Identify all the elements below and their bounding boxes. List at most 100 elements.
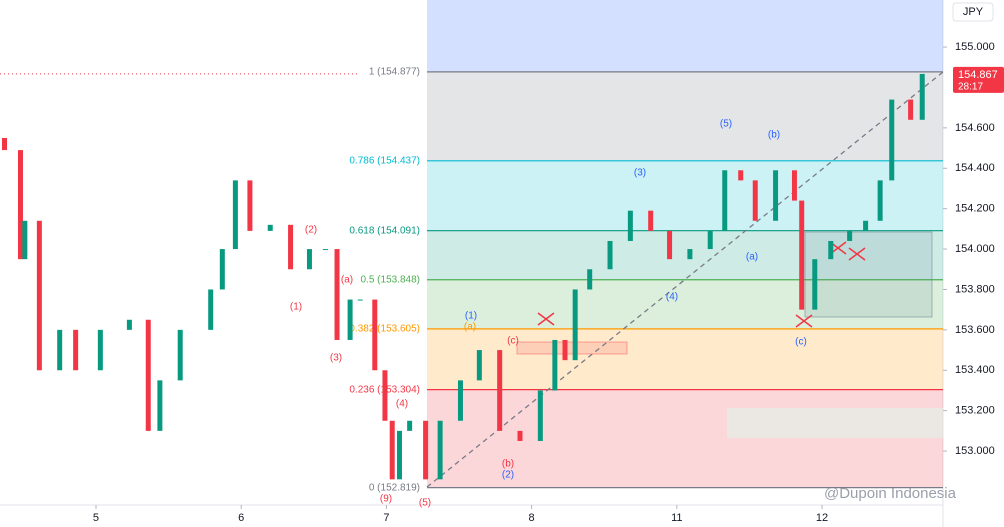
candle: [552, 339, 558, 391]
candle: [847, 230, 853, 241]
cross-marker: [795, 314, 813, 328]
trend-line: [426, 71, 944, 488]
fib-label: 1 (154.877): [369, 67, 420, 78]
candle: [752, 180, 758, 221]
x-tick-label: 6: [238, 512, 244, 524]
candle: [17, 150, 23, 260]
candle: [863, 220, 869, 231]
candle: [517, 430, 523, 441]
candle: [627, 210, 633, 241]
candle: [537, 390, 543, 441]
candle: [57, 329, 63, 371]
fib-label: 0 (152.819): [369, 482, 420, 493]
wave-label: (3): [330, 353, 342, 364]
y-tick-label: 154.200: [955, 203, 995, 215]
candle: [607, 240, 613, 270]
candle: [247, 180, 253, 231]
y-tick-label: 154.600: [955, 122, 995, 134]
candle: [587, 269, 593, 290]
candle: [322, 249, 328, 251]
candle: [799, 200, 805, 310]
candle: [288, 224, 294, 270]
fib-label: 0.618 (154.091): [349, 225, 420, 236]
candle: [357, 299, 363, 301]
candle: [648, 210, 654, 231]
candle: [347, 299, 353, 340]
candle: [687, 249, 693, 260]
candle: [219, 249, 225, 290]
wave-label: (b): [768, 130, 780, 141]
candle: [476, 350, 482, 381]
candle: [423, 420, 429, 480]
candle: [457, 380, 463, 421]
x-tick-label: 7: [383, 512, 389, 524]
candle: [389, 420, 395, 480]
x-tick-label: 12: [816, 512, 828, 524]
y-tick-label: 153.000: [955, 445, 995, 457]
candle: [572, 289, 578, 361]
wave-label: (5): [419, 498, 431, 509]
y-tick-label: 154.000: [955, 243, 995, 255]
wave-label: (2): [305, 225, 317, 236]
candle: [177, 329, 183, 381]
range-box: [727, 408, 943, 438]
wave-label: (b): [502, 459, 514, 470]
wave-label: (1): [290, 302, 302, 313]
wave-label: (5): [720, 119, 732, 130]
fib-zone: [427, 328, 943, 390]
candle: [73, 329, 79, 371]
countdown: 28:17: [958, 82, 983, 93]
last-price: 154.867: [958, 69, 998, 81]
candle: [773, 170, 779, 221]
cross-marker: [848, 247, 866, 261]
candle: [791, 170, 797, 201]
fib-zone: [427, 71, 943, 161]
candle: [126, 319, 132, 330]
wave-label: (3): [634, 168, 646, 179]
candle: [497, 350, 503, 431]
candle: [437, 420, 443, 480]
candle: [372, 299, 378, 371]
candle: [36, 220, 42, 371]
wave-label: (9): [380, 494, 392, 505]
wave-label: (a): [464, 322, 476, 333]
y-tick-label: 153.200: [955, 405, 995, 417]
wave-label: (2): [502, 470, 514, 481]
wave-label: (c): [795, 337, 807, 348]
x-tick-label: 8: [529, 512, 535, 524]
range-box: [804, 231, 933, 318]
candle: [382, 370, 388, 421]
cross-marker: [537, 312, 555, 326]
candle: [722, 170, 728, 231]
fib-zone: [427, 160, 943, 231]
y-tick-label: 155.000: [955, 41, 995, 53]
candle: [267, 224, 273, 231]
y-tick-label: 153.400: [955, 364, 995, 376]
currency: JPY: [963, 6, 984, 18]
y-tick-label: 154.400: [955, 162, 995, 174]
candle: [306, 249, 312, 270]
fib-label: 0.5 (153.848): [361, 274, 421, 285]
y-tick-label: 153.800: [955, 283, 995, 295]
candle: [232, 180, 238, 250]
candle: [396, 430, 402, 480]
candle: [919, 73, 925, 120]
candle: [908, 99, 914, 120]
candle: [145, 319, 151, 431]
candle: [208, 289, 214, 330]
candle: [562, 339, 568, 361]
watermark: @Dupoin Indonesia: [824, 485, 957, 502]
fib-zone: [427, 230, 943, 280]
currency-box[interactable]: [952, 2, 994, 22]
candle: [828, 240, 834, 260]
price-tag: [953, 66, 1004, 93]
candle: [157, 380, 163, 431]
candle: [889, 99, 895, 181]
wave-label: (1): [465, 311, 477, 322]
fib-label: 0.382 (153.605): [349, 323, 420, 334]
fib-zone: [427, 389, 943, 488]
candle: [877, 180, 883, 221]
wave-label: (a): [746, 252, 758, 263]
wave-label: (4): [396, 399, 408, 410]
